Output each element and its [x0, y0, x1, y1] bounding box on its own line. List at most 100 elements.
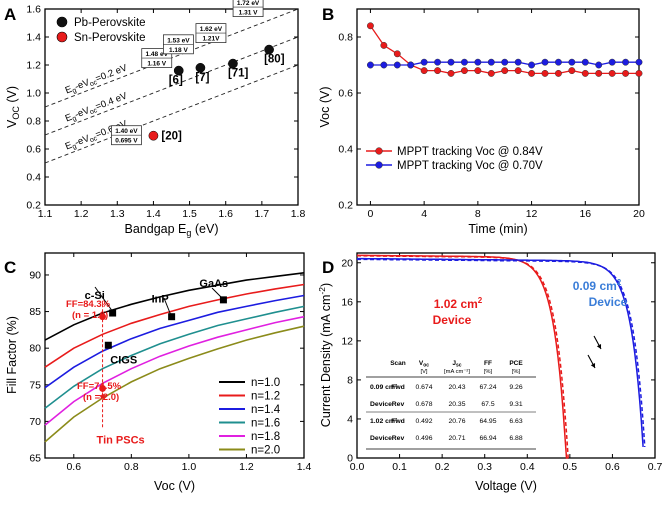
- table-header-unit: [%]: [512, 369, 521, 375]
- highlight-point: [99, 313, 106, 321]
- series-point: [501, 67, 509, 75]
- device-label-blue-sup: 2: [617, 278, 622, 287]
- panel-a: A 1.1 1.2 1.3 1.4 1.5 1.6 1.7 1.8 0.2 0.4 0.6 0.8 1.0…: [4, 0, 305, 238]
- y-tick-label: 85: [29, 306, 41, 318]
- y-axis-label-main: V: [5, 119, 19, 128]
- offset-label-sub2: oc: [89, 79, 99, 88]
- series-line: [44, 315, 305, 426]
- legend-label: MPPT tracking Voc @ 0.84V: [397, 146, 543, 158]
- legend-label: n=1.0: [251, 377, 280, 389]
- series-point: [474, 67, 482, 75]
- x-tick-label: 0.8: [124, 461, 139, 473]
- reference-label: [20]: [161, 131, 182, 143]
- x-tick-label: 0.6: [605, 461, 620, 473]
- series-line: [44, 294, 305, 389]
- y-tick-label: 0.2: [338, 200, 353, 212]
- series-point: [541, 58, 549, 66]
- table-cell: 64.95: [479, 418, 496, 425]
- x-tick-label: 1.5: [182, 208, 197, 220]
- x-tick-label: 0.4: [520, 461, 535, 473]
- series-line: [44, 325, 305, 443]
- data-point: [228, 58, 238, 69]
- y-tick-label: 16: [341, 296, 353, 308]
- highlight-label-n: (n = 1.0): [72, 310, 108, 321]
- series-point: [447, 58, 455, 66]
- panel-letter: A: [4, 5, 16, 24]
- x-tick-label: 0.3: [477, 461, 492, 473]
- y-tick-label: 75: [29, 379, 41, 391]
- y-tick-label: 1.4: [26, 32, 41, 44]
- series-point: [581, 58, 589, 66]
- reference-label: [71]: [228, 68, 249, 80]
- reference-label: [6]: [169, 75, 183, 87]
- series-point: [434, 58, 442, 66]
- x-axis-label: Bandgap Eg (eV): [125, 222, 219, 238]
- y-tick-label: 0.2: [26, 200, 41, 212]
- x-tick-label: 16: [579, 208, 591, 220]
- x-tick-label: 0.7: [648, 461, 663, 473]
- legend-marker: [56, 16, 68, 28]
- y-axis-label-unit: (V): [5, 86, 19, 106]
- series-point: [407, 61, 415, 69]
- table-cell: 9.26: [509, 384, 522, 391]
- y-tick-label: 70: [29, 416, 41, 428]
- highlight-point: [99, 385, 106, 392]
- legend-label: n=1.4: [251, 404, 281, 416]
- highlight-label: FF=74.5%: [77, 381, 122, 392]
- x-tick-label: 1.4: [146, 208, 161, 220]
- jv-curve: [356, 258, 646, 447]
- table-header-main: FF: [484, 360, 492, 367]
- table-header-sub: oc: [423, 363, 429, 369]
- y-tick-label: 8: [347, 374, 353, 386]
- table-cell: 66.94: [479, 435, 496, 442]
- table-header-main: J: [452, 360, 456, 367]
- x-tick-label: 0.2: [435, 461, 450, 473]
- series-point: [622, 69, 630, 77]
- data-point: [148, 130, 159, 141]
- series-point: [554, 69, 562, 77]
- table-header: Voc: [419, 360, 429, 369]
- y-tick-label: 0: [347, 453, 353, 465]
- x-tick-label: 0.6: [66, 461, 81, 473]
- x-tick-label: 0: [368, 208, 374, 220]
- plot-frame: [356, 252, 656, 459]
- x-tick-label: 1.8: [291, 208, 306, 220]
- offset-label-sub: g: [72, 143, 78, 151]
- offset-label-sub: g: [72, 115, 78, 123]
- y-axis-label: Current Density (mA cm-2): [317, 283, 333, 427]
- x-tick-label: 1.4: [297, 461, 312, 473]
- table-header-sub: sc: [456, 363, 462, 369]
- value-box-bandgap: 1.53 eV: [167, 37, 190, 44]
- device-label-blue: 0.09 cm2: [573, 278, 622, 293]
- table-cell: Rev: [392, 435, 405, 442]
- table-cell: 20.35: [448, 401, 465, 408]
- data-point: [173, 65, 184, 76]
- value-box-voc: 1.16 V: [147, 61, 166, 68]
- y-axis-label: Voc (V): [318, 87, 332, 128]
- x-tick-label: 20: [633, 208, 645, 220]
- y-tick-label: 20: [341, 257, 353, 269]
- highlight-label: FF=84.3%: [66, 299, 111, 310]
- device-label-red-main: 1.02 cm: [434, 297, 478, 311]
- y-tick-label: 0.4: [338, 144, 353, 156]
- pointer-arrow: [163, 297, 173, 319]
- offset-label-rest: -eV: [73, 77, 91, 93]
- y-axis-label-sup: -2: [317, 287, 327, 295]
- x-axis-label-sub: g: [186, 228, 191, 238]
- data-point: [264, 44, 274, 55]
- material-marker: [109, 309, 117, 317]
- material-label: InP: [152, 294, 169, 306]
- series-point: [420, 58, 428, 66]
- value-box-voc: 0.695 V: [115, 138, 138, 145]
- y-tick-label: 65: [29, 453, 41, 465]
- table-cell: 6.63: [509, 418, 522, 425]
- series-point: [501, 58, 509, 66]
- table-header-unit: [mA cm⁻²]: [444, 369, 470, 375]
- series-point: [366, 61, 374, 69]
- series-point: [380, 61, 388, 69]
- series-point: [460, 67, 468, 75]
- table-header: FF: [484, 360, 492, 367]
- series-point: [608, 58, 616, 66]
- jv-curve: [357, 257, 644, 447]
